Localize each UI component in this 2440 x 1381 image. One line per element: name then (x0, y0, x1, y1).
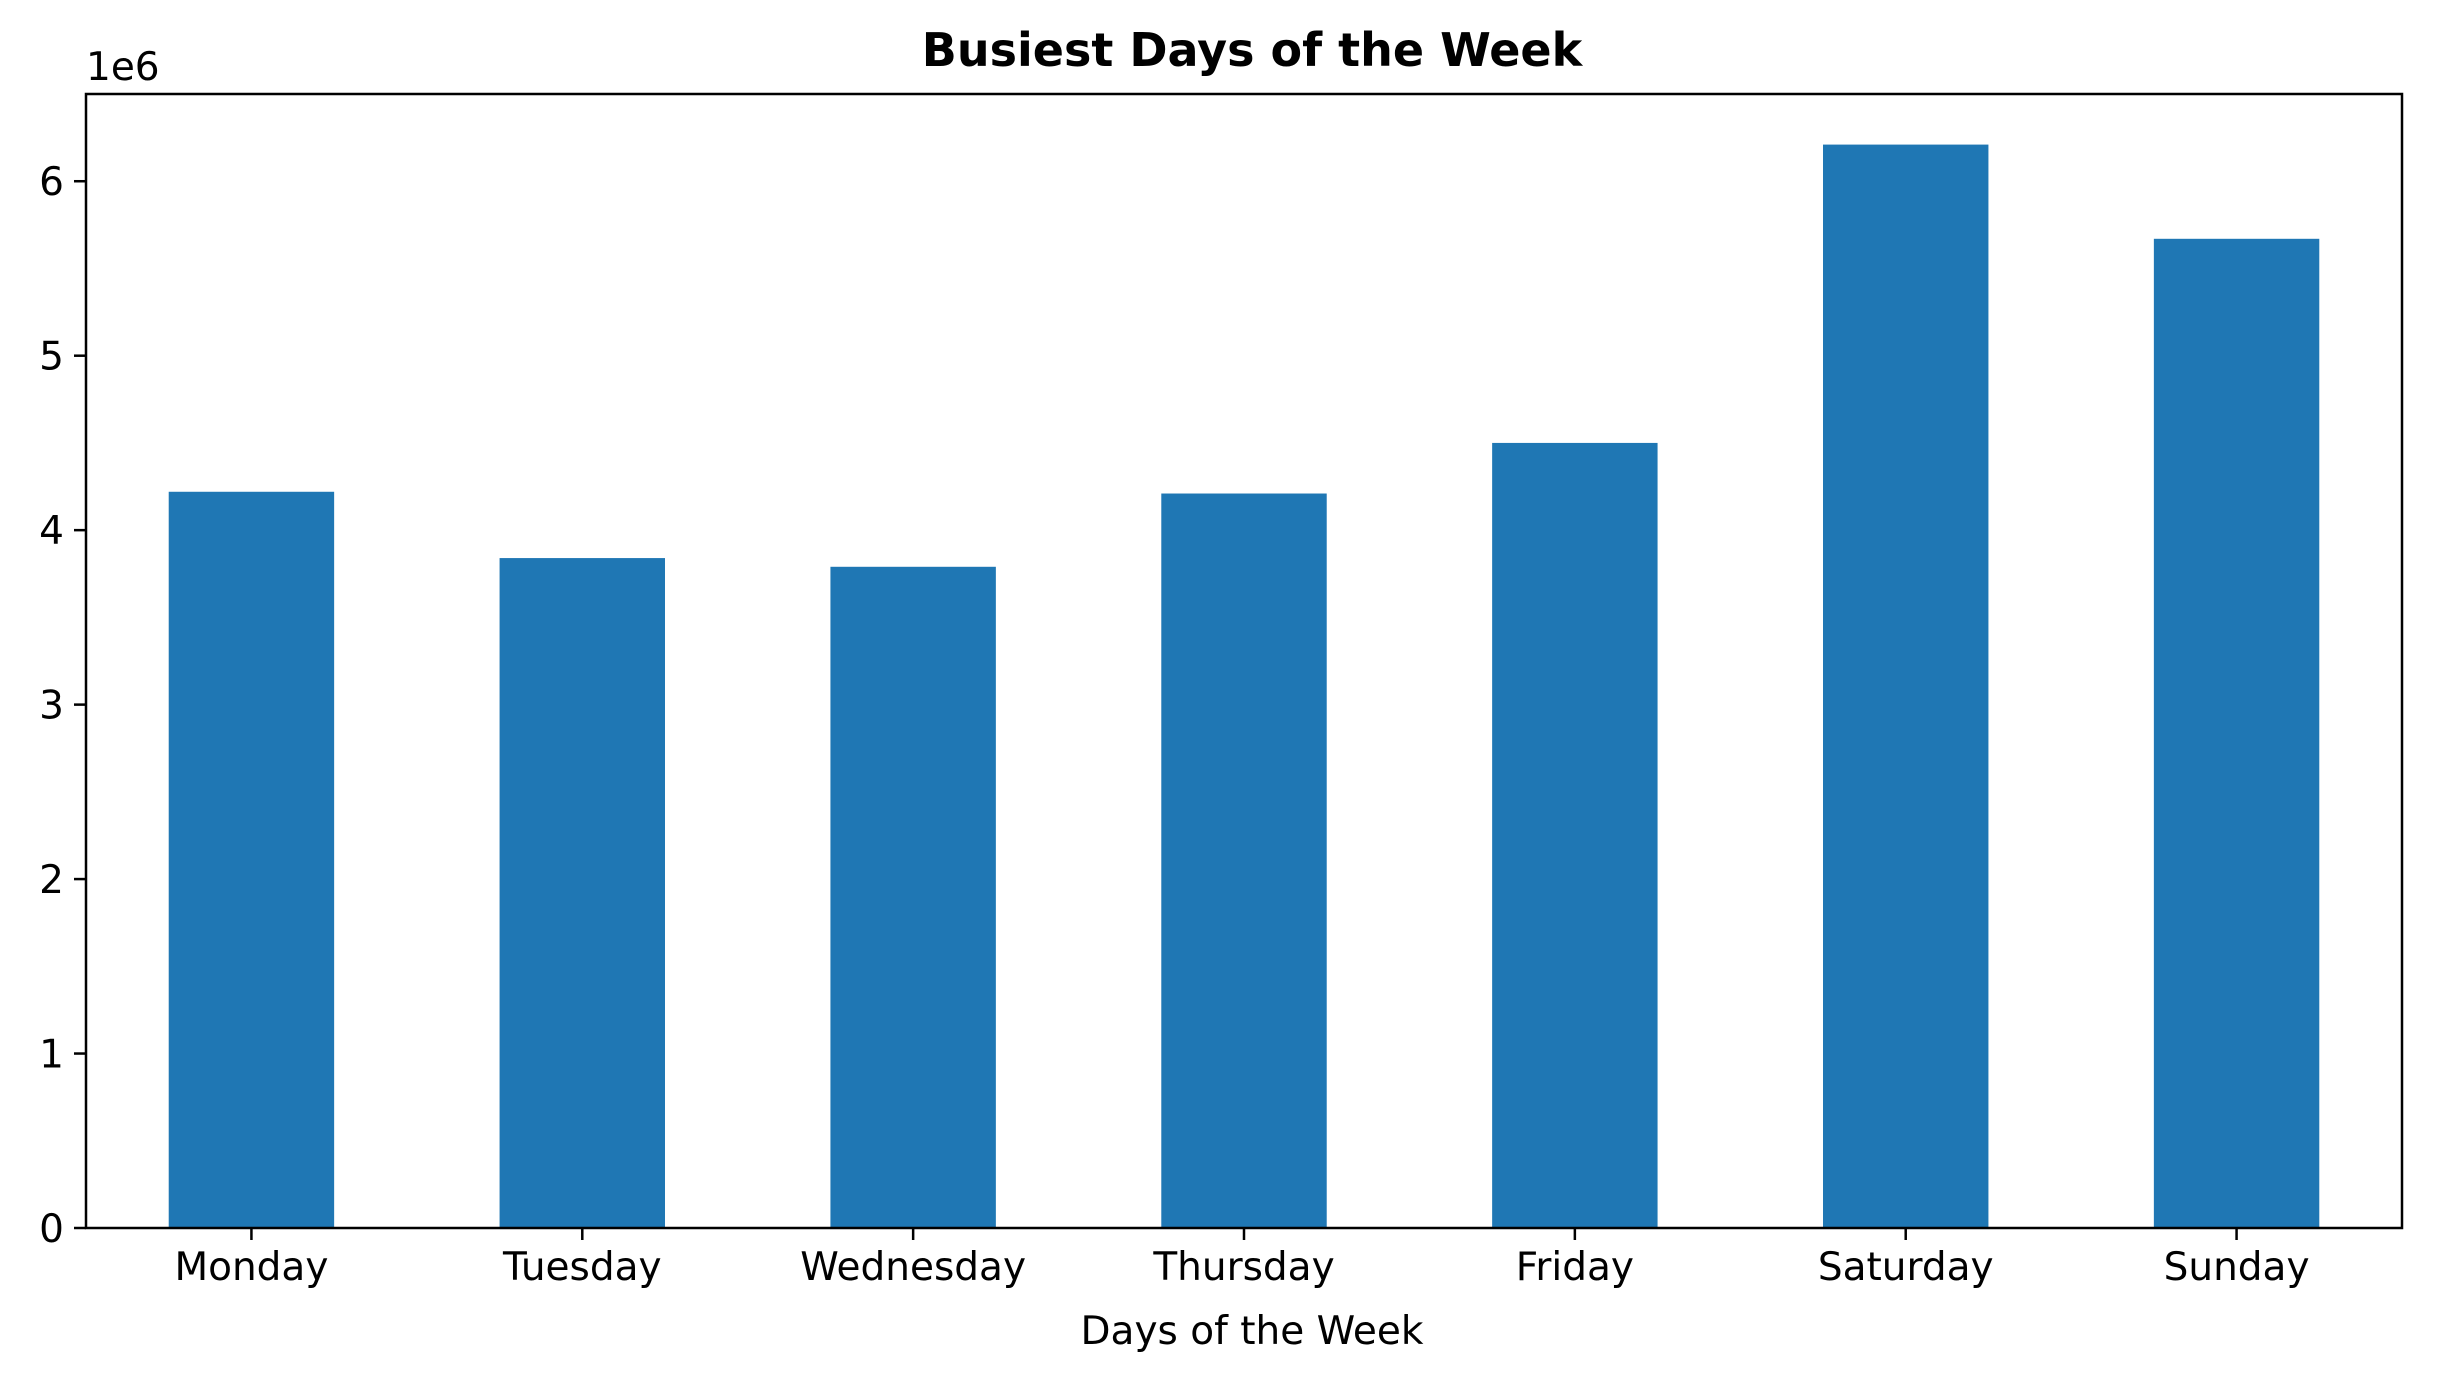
y-axis-offset-label: 1e6 (86, 45, 160, 90)
x-tick-label: Monday (174, 1245, 328, 1290)
bar-sunday (2153, 238, 2320, 1229)
plot-area-frame (84, 92, 2404, 1230)
bar-tuesday (499, 558, 665, 1228)
y-axis-ticks: 0 1 2 3 4 5 6 (39, 160, 86, 1252)
bar-friday (1492, 442, 1658, 1228)
chart-title: Busiest Days of the Week (922, 23, 1584, 77)
x-tick-label: Tuesday (502, 1245, 662, 1290)
x-axis-ticks: Monday Tuesday Wednesday Thursday Friday Satu… (174, 1228, 2310, 1290)
y-tick-label: 1 (39, 1033, 64, 1078)
bar-monday (168, 491, 335, 1228)
y-tick-label: 2 (39, 858, 64, 903)
bar-thursday (1161, 493, 1327, 1228)
y-tick-label: 3 (39, 684, 64, 729)
y-tick-label: 5 (39, 335, 64, 380)
bar-wednesday (830, 566, 996, 1228)
x-tick-label: Sunday (2164, 1245, 2310, 1290)
x-tick-label: Thursday (1152, 1245, 1334, 1290)
x-tick-label: Friday (1516, 1245, 1634, 1290)
y-tick-label: 4 (39, 509, 64, 554)
bars-group (168, 144, 2320, 1229)
y-tick-label: 6 (39, 160, 64, 205)
x-tick-label: Wednesday (800, 1245, 1026, 1290)
y-tick-label: 0 (39, 1207, 64, 1252)
x-tick-label: Saturday (1818, 1245, 1994, 1290)
bar-saturday (1823, 144, 1989, 1229)
x-axis-label: Days of the Week (1081, 1309, 1424, 1354)
